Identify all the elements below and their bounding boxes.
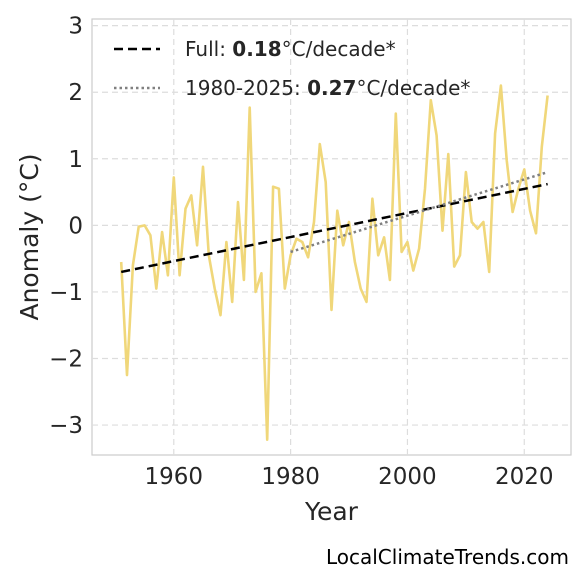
- legend-series-name: 1980-2025:: [185, 76, 307, 100]
- legend-trend-value: 0.18: [232, 37, 281, 61]
- site-credit: LocalClimateTrends.com: [325, 545, 569, 569]
- x-axis-label: Year: [304, 497, 359, 526]
- legend-trend-value: 0.27: [307, 76, 356, 100]
- x-tick-label: 2020: [495, 464, 554, 490]
- legend-trend-unit: °C/decade*: [282, 37, 396, 61]
- legend: Full: 0.18°C/decade*1980-2025: 0.27°C/de…: [114, 37, 470, 100]
- y-axis-label: Anomaly (°C): [15, 153, 44, 320]
- y-tick-label: 1: [68, 147, 83, 173]
- data-series: [119, 84, 549, 442]
- legend-entry: 1980-2025: 0.27°C/decade*: [185, 76, 470, 100]
- x-tick-label: 1980: [261, 464, 320, 490]
- y-tick-label: 0: [68, 213, 83, 239]
- legend-entry: Full: 0.18°C/decade*: [185, 37, 396, 61]
- trend-lines: [120, 170, 549, 274]
- x-tick-label: 1960: [145, 464, 204, 490]
- anomaly-series-line: [119, 84, 549, 442]
- trend-line-dotted: [290, 170, 549, 254]
- y-tick-label: −3: [49, 413, 83, 439]
- legend-series-name: Full:: [185, 37, 232, 61]
- trend-line-dashed: [120, 182, 548, 274]
- y-tick-label: 3: [68, 14, 83, 40]
- legend-trend-unit: °C/decade*: [356, 76, 470, 100]
- y-tick-label: −2: [49, 346, 83, 372]
- x-tick-label: 2000: [378, 464, 437, 490]
- y-tick-label: −1: [49, 280, 83, 306]
- grid: [92, 19, 571, 455]
- y-axis-ticks: −3 −2 −1 0 1 2 3: [49, 14, 83, 439]
- x-axis-ticks: 1960 1980 2000 2020: [145, 464, 554, 490]
- y-tick-label: 2: [68, 80, 83, 106]
